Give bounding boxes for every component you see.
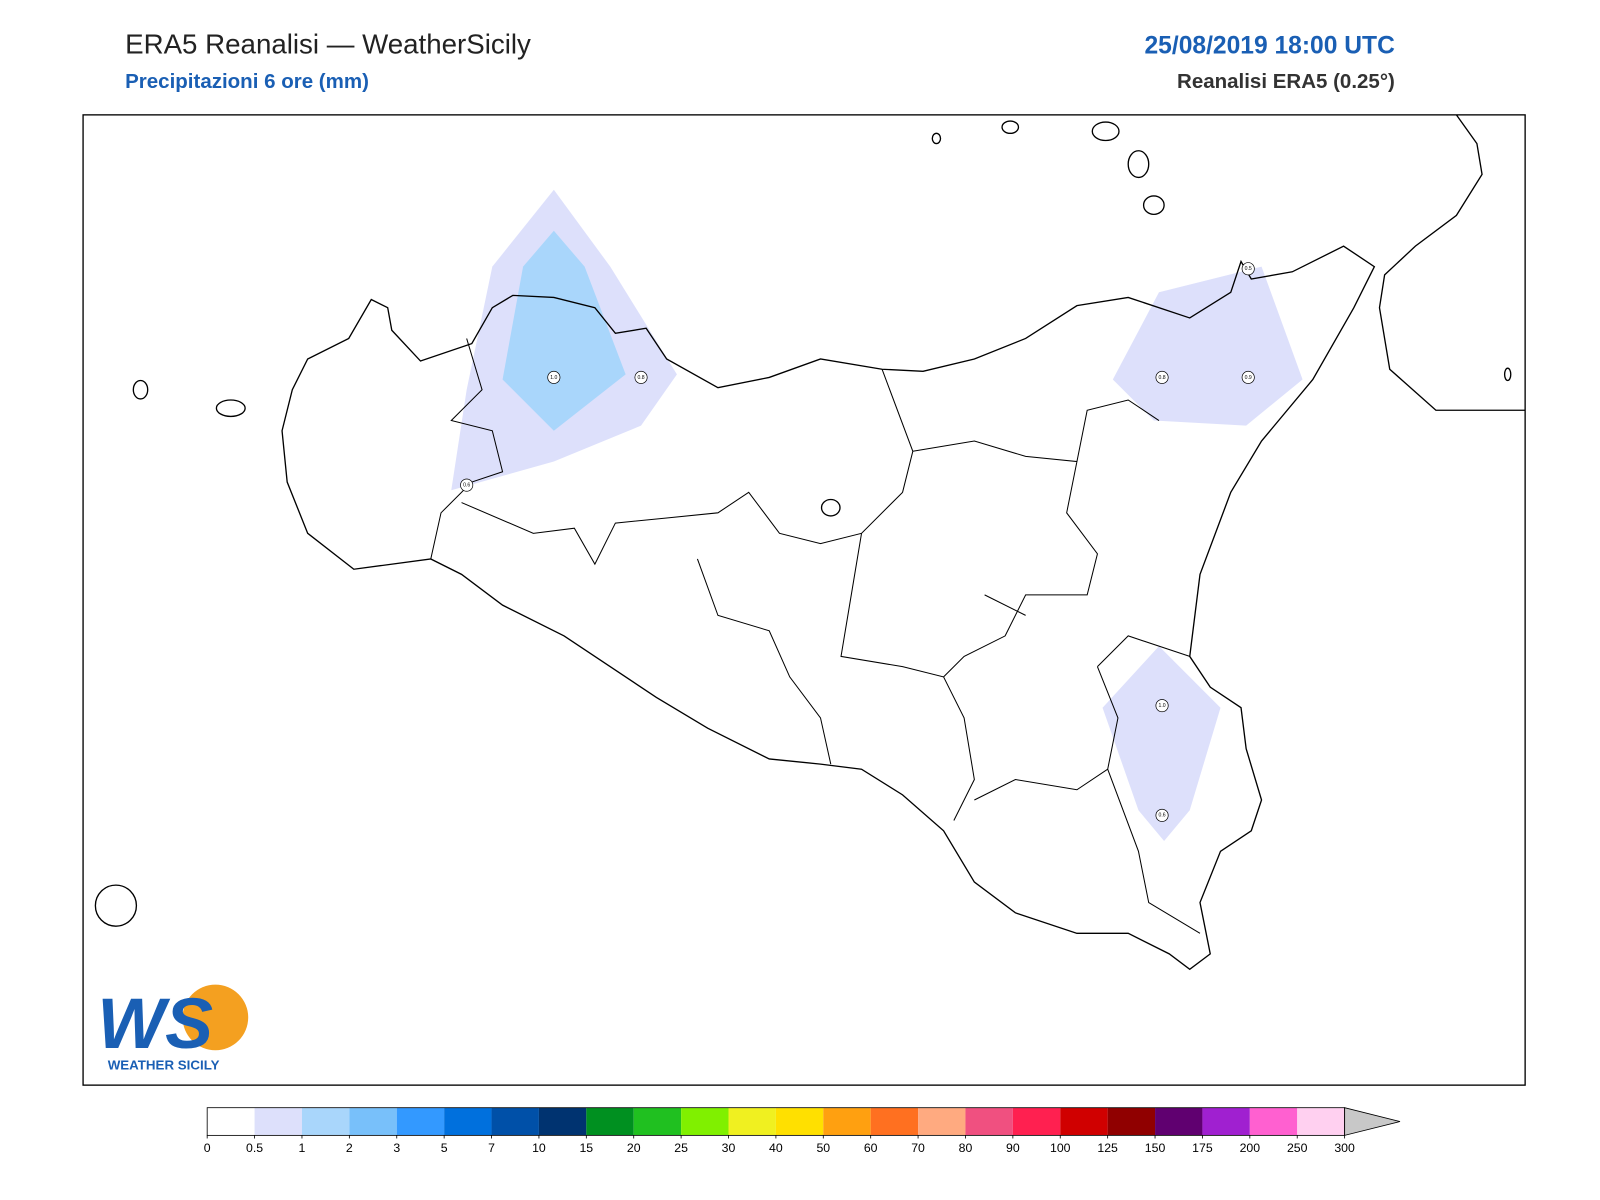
colorbar-tick-label: 7 (488, 1141, 495, 1155)
source: Reanalisi ERA5 (0.25°) (1177, 70, 1395, 93)
point-label: 0.6 (1155, 808, 1169, 822)
colorbar-tick-label: 150 (1145, 1141, 1166, 1155)
point-label: 0.9 (1241, 370, 1255, 384)
colorbar-tick-label: 25 (674, 1141, 688, 1155)
colorbar-box (538, 1107, 587, 1136)
colorbar-tick-label: 175 (1192, 1141, 1213, 1155)
point-labels: 1.0 0.8 0.6 0.5 0.8 0.9 1.0 0.6 (460, 262, 1255, 822)
logo-mark: WS (97, 984, 213, 1064)
title: ERA5 Reanalisi — WeatherSicily (125, 28, 531, 59)
province-border (430, 338, 1201, 934)
colorbar-tick-label: 250 (1287, 1141, 1308, 1155)
point-value: 0.9 (1245, 375, 1252, 381)
colorbar-box (823, 1107, 871, 1136)
colorbar-box (1249, 1107, 1298, 1136)
point-value: 0.8 (637, 375, 644, 381)
colorbar-box (301, 1107, 350, 1136)
colorbar-box (586, 1107, 634, 1136)
colorbar-tick-label: 3 (393, 1141, 400, 1155)
colorbar-extend (1344, 1107, 1401, 1136)
logo-text: WEATHER SICILY (108, 1058, 220, 1073)
colorbar-tick-label: 125 (1097, 1141, 1118, 1155)
point-label: 0.6 (460, 478, 474, 492)
colorbar-tick-label: 100 (1050, 1141, 1071, 1155)
point-value: 1.0 (1158, 703, 1165, 709)
point-value: 1.0 (550, 375, 557, 381)
map-bg (83, 114, 1526, 1086)
colorbar-tick-label: 1 (299, 1141, 306, 1155)
point-value: 0.6 (1158, 813, 1165, 819)
point-label: 0.5 (1241, 262, 1255, 276)
colorbar-tick-label: 0 (204, 1141, 211, 1155)
colorbar-tick-label: 20 (627, 1141, 641, 1155)
map-frame (82, 114, 1526, 1086)
colorbar-tick-label: 40 (769, 1141, 783, 1155)
colorbar-tick-label: 70 (911, 1141, 925, 1155)
colorbar-box (207, 1107, 255, 1136)
point-label: 1.0 (547, 370, 561, 384)
islands (94, 120, 1512, 927)
colorbar-box (633, 1107, 682, 1136)
colorbar-tick-label: 90 (1006, 1141, 1020, 1155)
colorbar-tick-label: 30 (722, 1141, 736, 1155)
colorbar-box (1202, 1107, 1250, 1136)
point-value: 0.5 (1245, 266, 1252, 272)
colorbar-tick-label: 50 (816, 1141, 830, 1155)
colorbar-box (1060, 1107, 1108, 1136)
date: 25/08/2019 18:00 UTC (1144, 32, 1395, 59)
point-value: 0.8 (1158, 375, 1165, 381)
colorbar-tick-label: 0.5 (246, 1141, 263, 1155)
colorbar-box (728, 1107, 776, 1136)
colorbar-tick-label: 10 (532, 1141, 546, 1155)
coastline (281, 245, 1376, 971)
colorbar-tick-label: 15 (579, 1141, 593, 1155)
colorbar-box (1155, 1107, 1203, 1136)
point-label: 1.0 (1155, 699, 1169, 713)
colorbar-tick-label: 300 (1334, 1141, 1355, 1155)
logo: WS WEATHER SICILY (97, 984, 249, 1073)
colorbar-box (1107, 1107, 1156, 1136)
calabria-coast (1378, 114, 1526, 411)
colorbar-tick-label: 200 (1240, 1141, 1261, 1155)
colorbar-box (870, 1107, 919, 1136)
colorbar-box (491, 1107, 539, 1136)
precip-area (1102, 646, 1221, 842)
colorbar-tick-label: 5 (441, 1141, 448, 1155)
colorbar-tick-label: 80 (959, 1141, 973, 1155)
point-value: 0.6 (463, 482, 470, 488)
colorbar-box (254, 1107, 302, 1136)
colorbar-box (681, 1107, 729, 1136)
precip-area (502, 230, 626, 431)
logo-sun (182, 984, 249, 1051)
point-label: 0.8 (634, 370, 648, 384)
colorbar-box (918, 1107, 966, 1136)
precip-area (1112, 266, 1303, 426)
colorbar-box (775, 1107, 824, 1136)
colorbar-box (396, 1107, 445, 1136)
colorbar-box (444, 1107, 492, 1136)
colorbar: 0 0.5 1 2 3 5 7 10 15 20 25 30 40 50 60 70 80 90 100 125 150… (204, 1107, 1401, 1155)
subtitle: Precipitazioni 6 ore (mm) (125, 70, 369, 93)
colorbar-tick-label: 60 (864, 1141, 878, 1155)
point-label: 0.8 (1155, 370, 1169, 384)
colorbar-box (965, 1107, 1013, 1136)
colorbar-box (349, 1107, 397, 1136)
colorbar-box (1297, 1107, 1345, 1136)
colorbar-tick-label: 2 (346, 1141, 353, 1155)
map: 1.0 0.8 0.6 0.5 0.8 0.9 1.0 0.6 WS WEATH… (82, 114, 1526, 1086)
colorbar-box (1012, 1107, 1061, 1136)
